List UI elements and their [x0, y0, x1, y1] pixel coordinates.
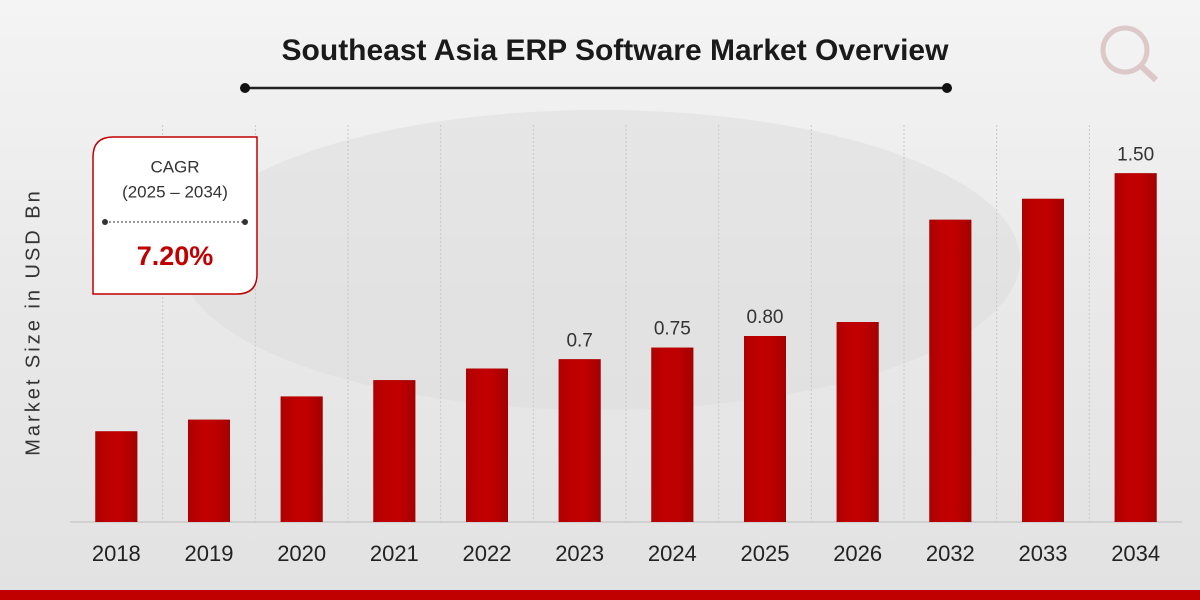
cagr-value: 7.20%: [137, 241, 214, 271]
x-tick-label: 2021: [370, 541, 419, 566]
underline-dot: [942, 83, 952, 93]
value-label: 0.75: [654, 319, 691, 340]
x-tick-label: 2020: [277, 541, 326, 566]
x-tick-label: 2018: [92, 541, 141, 566]
bottom-band: [0, 590, 1200, 600]
x-tick-label: 2033: [1019, 541, 1068, 566]
x-tick-label: 2023: [555, 541, 604, 566]
world-map-watermark: [180, 110, 1020, 410]
x-tick-label: 2034: [1111, 541, 1160, 566]
bar: [1114, 173, 1157, 522]
underline-dot: [240, 83, 250, 93]
cagr-box: CAGR (2025 – 2034) 7.20%: [92, 136, 258, 295]
bar: [651, 347, 694, 522]
chart-title: Southeast Asia ERP Software Market Overv…: [282, 34, 950, 67]
y-axis-label: Market Size in USD Bn: [22, 188, 44, 456]
value-label: 1.50: [1117, 144, 1154, 165]
bar: [188, 419, 230, 522]
x-tick-label: 2019: [185, 541, 234, 566]
plot-area: 2018 2019 2020 2021 2022 2023 0.7 2024 0.75 2025 0…: [70, 125, 1182, 566]
x-tick-label: 2032: [926, 541, 975, 566]
bar: [1022, 198, 1064, 522]
cagr-label: CAGR: [150, 157, 199, 176]
bar: [836, 322, 879, 522]
cagr-divider-dot: [102, 219, 108, 225]
value-label: 0.7: [566, 330, 592, 351]
x-tick-label: 2022: [463, 541, 512, 566]
bar: [929, 219, 972, 522]
bar: [95, 431, 138, 522]
x-tick-label: 2024: [648, 541, 697, 566]
cagr-period: (2025 – 2034): [122, 182, 228, 201]
value-label: 0.80: [747, 307, 784, 328]
bar: [466, 368, 508, 522]
bar: [280, 396, 323, 522]
cagr-divider-dot: [242, 219, 248, 225]
x-tick-label: 2025: [741, 541, 790, 566]
cagr-box-frame: [92, 136, 258, 295]
bar: [558, 359, 601, 522]
logo: [1100, 25, 1159, 83]
x-tick-label: 2026: [833, 541, 882, 566]
bar: [373, 380, 416, 522]
bar: [744, 336, 786, 522]
